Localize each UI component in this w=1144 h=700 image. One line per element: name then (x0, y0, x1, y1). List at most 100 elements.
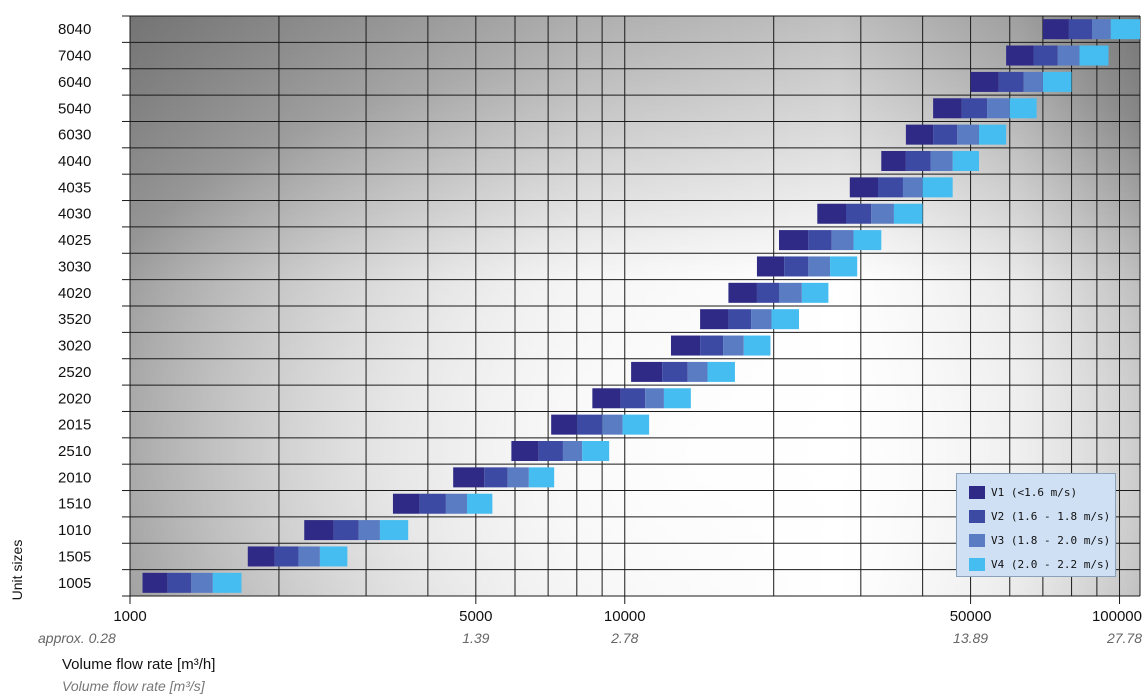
bar-3030-v2 (784, 256, 809, 277)
x-axis-title: Volume flow rate [m³/h] (62, 656, 216, 673)
bar-1505-v3 (298, 546, 320, 567)
bar-2520-v4 (707, 361, 735, 382)
x-tick-label: 1000 (113, 608, 146, 625)
legend: V1 (<1.6 m/s) V2 (1.6 - 1.8 m/s) V3 (1.8… (956, 473, 1116, 577)
bar-1505-v1 (247, 546, 275, 567)
x-tick-label: 10000 (604, 608, 646, 625)
y-tick-label: 3520 (58, 311, 91, 328)
x-tick-label: 100000 (1092, 608, 1142, 625)
y-tick-label: 2520 (58, 364, 91, 381)
bar-3030-v1 (756, 256, 785, 277)
bar-1505-v2 (274, 546, 299, 567)
bar-2015-v4 (622, 414, 650, 435)
bar-7040-v3 (1057, 45, 1080, 66)
bar-4020-v3 (779, 282, 802, 303)
x-tick-labels: 1000 approx. 0.28 5000 1.39 10000 2.78 50000 13… (38, 608, 1142, 646)
y-tick-label: 1505 (58, 548, 91, 565)
bar-3020-v4 (743, 335, 771, 356)
bar-8040-v3 (1092, 19, 1111, 40)
legend-item-v1: V1 (<1.6 m/s) (969, 480, 1115, 504)
y-tick-label: 4035 (58, 179, 91, 196)
bar-4025-v3 (831, 230, 854, 251)
bar-8040-v2 (1068, 19, 1093, 40)
bar-1510-v4 (467, 493, 493, 514)
bar-5040-v2 (961, 98, 988, 119)
bar-4020-v4 (801, 282, 829, 303)
bar-4030-v2 (845, 203, 872, 224)
bar-1005-v2 (167, 572, 192, 593)
bar-2020-v1 (592, 388, 621, 409)
y-tick-label: 6030 (58, 127, 91, 144)
y-tick-label: 4030 (58, 206, 91, 223)
bar-5040-v4 (1009, 98, 1037, 119)
bar-3520-v4 (771, 309, 800, 330)
bar-1505-v4 (319, 546, 348, 567)
bar-2010-v3 (507, 467, 529, 488)
legend-item-v3: V3 (1.8 - 2.0 m/s) (969, 528, 1115, 552)
legend-swatch-v3 (969, 533, 985, 547)
bar-3030-v4 (830, 256, 858, 277)
bar-1010-v3 (358, 520, 380, 541)
bar-2015-v2 (576, 414, 603, 435)
y-tick-labels: 8040 7040 6040 5040 6030 4040 4035 4030 4025 3030… (58, 21, 91, 592)
y-tick-label: 8040 (58, 21, 91, 38)
bar-2015-v3 (602, 414, 623, 435)
y-axis-title: Unit sizes (9, 539, 25, 601)
bar-4030-v1 (817, 203, 846, 224)
bar-1005-v3 (191, 572, 213, 593)
bar-2510-v1 (511, 441, 539, 461)
x-tick-label-secondary: approx. 0.28 (38, 630, 116, 646)
bar-1005-v1 (142, 572, 168, 593)
bar-2510-v3 (562, 441, 583, 461)
bar-1010-v1 (304, 520, 334, 541)
legend-swatch-v4 (969, 557, 985, 571)
bar-5040-v3 (987, 98, 1010, 119)
bar-1510-v1 (392, 493, 420, 514)
bar-6030-v4 (979, 124, 1007, 145)
bar-4025-v4 (853, 230, 882, 251)
legend-swatch-v1 (969, 485, 985, 499)
x-tick-label-secondary: 2.78 (610, 630, 638, 646)
bar-8040-v4 (1110, 19, 1140, 40)
bar-4040-v1 (881, 151, 906, 171)
y-tick-label: 7040 (58, 48, 91, 65)
bar-7040-v1 (1006, 45, 1034, 66)
legend-label-v3: V3 (1.8 - 2.0 m/s) (991, 533, 1111, 547)
legend-item-v4: V4 (2.0 - 2.2 m/s) (969, 552, 1115, 576)
bar-2020-v4 (663, 388, 691, 409)
legend-label-v2: V2 (1.6 - 1.8 m/s) (991, 509, 1111, 523)
y-tick-label: 5040 (58, 100, 91, 117)
bar-2015-v1 (551, 414, 577, 435)
legend-label-v1: V1 (<1.6 m/s) (991, 485, 1078, 499)
bar-5040-v1 (933, 98, 962, 119)
x-axis-title-secondary: Volume flow rate [m³/s] (62, 678, 205, 694)
y-tick-label: 4040 (58, 153, 91, 170)
bar-2520-v3 (687, 361, 708, 382)
bar-3020-v2 (700, 335, 724, 356)
bar-4030-v3 (871, 203, 894, 224)
bar-4020-v1 (728, 282, 757, 303)
y-tick-label: 1510 (58, 496, 91, 513)
y-tick-label: 6040 (58, 74, 91, 91)
bar-2020-v3 (645, 388, 664, 409)
bar-4025-v1 (779, 230, 809, 251)
bar-6040-v1 (970, 71, 999, 92)
bar-4035-v4 (922, 177, 953, 198)
legend-label-v4: V4 (2.0 - 2.2 m/s) (991, 557, 1111, 571)
bar-8040-v1 (1042, 19, 1069, 40)
bar-6030-v1 (905, 124, 934, 145)
bar-3020-v1 (670, 335, 701, 356)
y-tick-label: 1010 (58, 522, 91, 539)
bar-2020-v2 (620, 388, 646, 409)
y-tick-label: 2510 (58, 443, 91, 460)
x-tick-label-secondary: 27.78 (1106, 630, 1142, 646)
bar-4040-v4 (952, 151, 980, 171)
bar-3520-v3 (751, 309, 772, 330)
bar-2520-v1 (631, 361, 663, 382)
bar-4035-v3 (902, 177, 923, 198)
bar-4025-v2 (808, 230, 832, 251)
bar-4030-v4 (893, 203, 923, 224)
bar-2510-v4 (582, 441, 610, 461)
legend-item-v2: V2 (1.6 - 1.8 m/s) (969, 504, 1115, 528)
